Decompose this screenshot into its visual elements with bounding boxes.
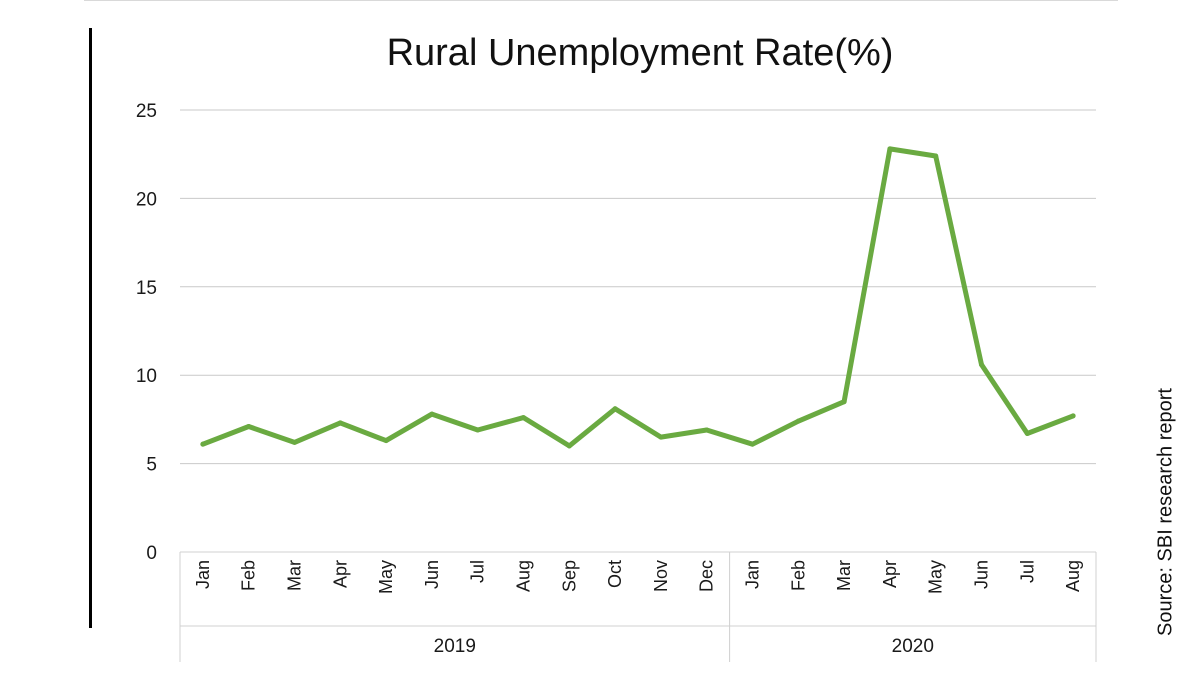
data-point xyxy=(795,418,801,424)
x-category-label: Nov xyxy=(651,560,671,592)
data-point xyxy=(337,420,343,426)
data-point xyxy=(887,146,893,152)
x-category-label: Jan xyxy=(193,560,213,589)
data-point xyxy=(292,439,297,445)
x-category-label: Apr xyxy=(880,560,900,588)
top-divider xyxy=(84,0,1118,1)
x-category-label: Jul xyxy=(1017,560,1037,583)
y-tick-label: 25 xyxy=(136,101,157,122)
x-category-label: Mar xyxy=(834,560,854,591)
data-point xyxy=(841,399,847,405)
x-category-label: Feb xyxy=(788,560,808,591)
data-point xyxy=(200,441,206,447)
data-point xyxy=(1024,431,1030,437)
data-point xyxy=(246,423,252,429)
x-category-label: Aug xyxy=(514,560,534,592)
x-category-label: Jan xyxy=(743,560,763,589)
data-point xyxy=(1070,413,1076,419)
data-point xyxy=(704,427,710,433)
data-point xyxy=(933,153,939,159)
x-category-label: Feb xyxy=(239,560,259,591)
data-point xyxy=(429,411,435,417)
y-tick-label: 10 xyxy=(136,366,157,387)
data-point xyxy=(475,427,481,433)
data-point xyxy=(521,415,526,421)
group-label: 2020 xyxy=(892,636,934,657)
y-tick-label: 5 xyxy=(146,455,157,476)
gridlines xyxy=(180,109,1096,465)
left-divider xyxy=(89,28,92,628)
x-category-label: May xyxy=(926,560,946,594)
y-tick-label: 20 xyxy=(136,189,157,210)
series-layer xyxy=(200,146,1076,449)
data-point xyxy=(750,441,755,447)
x-category-label: Jun xyxy=(422,560,442,589)
data-point xyxy=(383,438,389,444)
x-category-label: Mar xyxy=(285,560,305,591)
y-tick-label: 0 xyxy=(146,543,157,564)
x-category-label: Jun xyxy=(972,560,992,589)
data-point xyxy=(979,362,984,368)
series-line xyxy=(200,146,1076,449)
data-point xyxy=(612,406,618,412)
x-category-label: Sep xyxy=(559,560,579,592)
y-tick-label: 15 xyxy=(136,278,157,299)
x-category-label: Apr xyxy=(330,560,350,588)
data-point xyxy=(658,434,664,440)
source-note: Source: SBI research report xyxy=(1154,388,1177,636)
axes: 0 5 10 15 20 25 Jan Feb Mar Apr May Jun Jul Aug Sep Oct… xyxy=(136,101,1097,662)
x-category-label: Jul xyxy=(468,560,488,583)
x-category-label: May xyxy=(376,560,396,594)
group-label: 2019 xyxy=(434,636,476,657)
x-category-label: Oct xyxy=(605,560,625,588)
x-category-label: Aug xyxy=(1063,560,1083,592)
chart-title: Rural Unemployment Rate(%) xyxy=(386,32,894,74)
x-category-label: Dec xyxy=(697,560,717,592)
data-point xyxy=(566,443,572,449)
